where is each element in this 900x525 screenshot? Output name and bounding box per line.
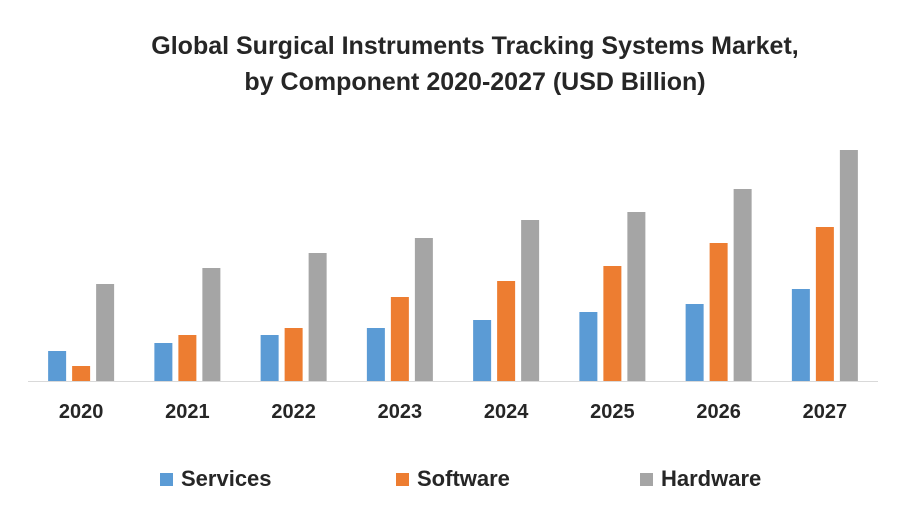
x-tick-label-2021: 2021 xyxy=(165,401,210,423)
legend-label-software: Software xyxy=(417,466,510,491)
bar-hardware-2022 xyxy=(308,253,327,381)
bar-services-2022 xyxy=(260,335,279,381)
bar-hardware-2026 xyxy=(733,189,752,381)
bar-software-2027 xyxy=(815,227,834,381)
bar-software-2023 xyxy=(390,297,409,381)
bar-hardware-2024 xyxy=(521,220,540,381)
bar-services-2026 xyxy=(685,304,704,381)
bar-hardware-2021 xyxy=(202,268,221,381)
bar-software-2021 xyxy=(178,335,197,381)
x-tick-label-2025: 2025 xyxy=(590,401,635,423)
chart-title-line-2: by Component 2020-2027 (USD Billion) xyxy=(244,68,706,96)
legend-label-services: Services xyxy=(181,466,272,491)
x-tick-label-2022: 2022 xyxy=(271,401,316,423)
bar-services-2023 xyxy=(366,328,385,381)
legend-item-hardware: Hardware xyxy=(640,466,761,492)
legend-item-services: Services xyxy=(160,466,272,492)
bar-services-2025 xyxy=(579,312,598,381)
bar-software-2020 xyxy=(72,366,91,381)
x-tick-label-2024: 2024 xyxy=(484,401,529,423)
bar-hardware-2027 xyxy=(839,150,858,381)
legend-swatch-services xyxy=(160,472,173,486)
legend-item-software: Software xyxy=(396,466,510,492)
bar-services-2020 xyxy=(48,351,67,381)
chart-title-line-1: Global Surgical Instruments Tracking Sys… xyxy=(151,32,799,60)
bar-hardware-2025 xyxy=(627,212,646,381)
x-tick-label-2020: 2020 xyxy=(59,401,104,423)
bar-software-2024 xyxy=(497,281,516,381)
x-tick-label-2023: 2023 xyxy=(378,401,423,423)
bar-services-2027 xyxy=(791,289,810,381)
legend-swatch-software xyxy=(396,472,409,486)
bar-software-2025 xyxy=(603,266,622,381)
bar-services-2021 xyxy=(154,343,173,381)
chart-legend: Services Software Hardware xyxy=(0,466,900,496)
chart-title: Global Surgical Instruments Tracking Sys… xyxy=(0,28,900,100)
bar-software-2026 xyxy=(709,243,728,381)
legend-label-hardware: Hardware xyxy=(661,466,762,491)
x-tick-label-2026: 2026 xyxy=(696,401,741,423)
bar-software-2022 xyxy=(284,328,303,381)
bar-hardware-2020 xyxy=(96,284,115,381)
bar-services-2024 xyxy=(473,320,492,381)
legend-swatch-hardware xyxy=(640,472,653,486)
bar-hardware-2023 xyxy=(414,238,433,381)
x-tick-label-2027: 2027 xyxy=(803,401,848,423)
